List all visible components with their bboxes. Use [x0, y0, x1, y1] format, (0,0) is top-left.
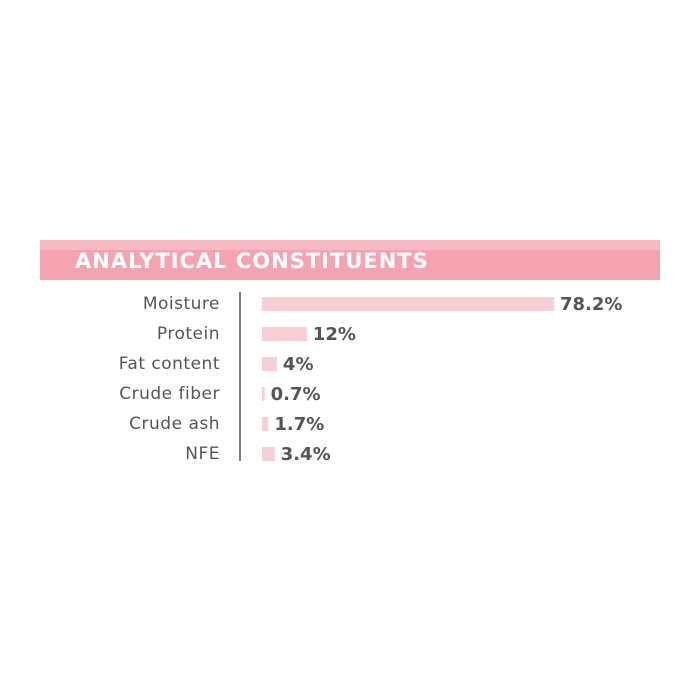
- category-label: Protein: [157, 324, 220, 344]
- value-label: 12%: [313, 324, 356, 345]
- category-label: Crude ash: [129, 414, 220, 434]
- category-label: Moisture: [143, 294, 220, 314]
- value-label: 3.4%: [281, 444, 331, 465]
- value-label: 78.2%: [560, 294, 622, 315]
- value-label: 4%: [283, 354, 314, 375]
- bar: [262, 297, 554, 311]
- banner-highlight: [40, 240, 660, 250]
- category-label: NFE: [185, 444, 220, 464]
- category-label: Fat content: [119, 354, 220, 374]
- bar: [262, 357, 277, 371]
- value-label: 0.7%: [271, 384, 321, 405]
- bar: [262, 447, 275, 461]
- value-label: 1.7%: [274, 414, 324, 435]
- category-label: Crude fiber: [119, 384, 220, 404]
- bar: [262, 417, 269, 431]
- chart-title: ANALYTICAL CONSTITUENTS: [75, 249, 429, 273]
- title-banner: [40, 240, 660, 280]
- bar: [262, 387, 265, 401]
- bar: [262, 327, 307, 341]
